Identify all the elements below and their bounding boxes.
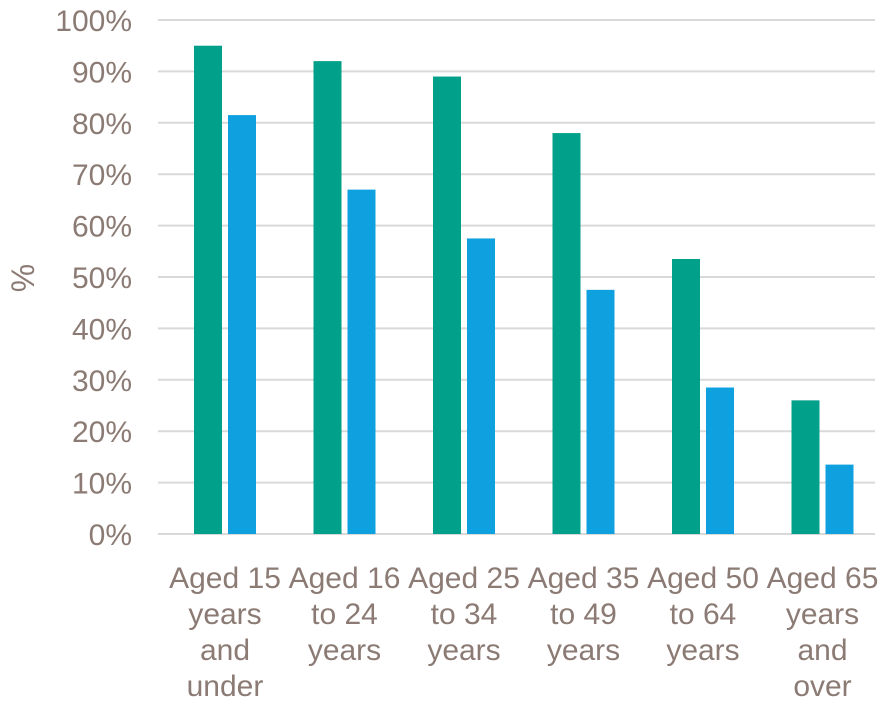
x-category-label-line: over (793, 670, 851, 701)
bar-series-2 (825, 464, 854, 534)
x-category-label-line: years (427, 634, 500, 667)
x-category-label-line: years (308, 634, 381, 667)
bar-series-2 (228, 115, 256, 534)
bar-series-1 (313, 61, 342, 535)
y-tick-label: 80% (72, 108, 132, 141)
x-category-label: Aged 25 to 34 years (408, 562, 520, 667)
bar-series-2 (347, 189, 376, 534)
bar-series-2 (706, 387, 734, 534)
y-tick-label: 10% (72, 468, 132, 501)
x-category-label-line: years (547, 634, 620, 667)
x-category-label: Aged 65 years and over (767, 562, 879, 701)
y-axis-ticks: 0% 10% 20% 30% 40% 50% 60% 70% 80% 90% 100% (55, 5, 132, 552)
x-category-label-line: under (187, 670, 264, 701)
y-tick-label: 70% (72, 159, 132, 192)
x-category-label-line: Aged 15 (169, 562, 281, 595)
bar-series-1 (791, 400, 820, 534)
y-tick-label: 0% (89, 519, 132, 552)
y-tick-label: 100% (55, 5, 132, 38)
x-category-label-line: to 34 (431, 598, 498, 631)
x-category-label-line: to 64 (670, 598, 737, 631)
x-category-label: Aged 50 to 64 years (647, 562, 759, 667)
bar-series-1 (194, 45, 222, 534)
x-category-label-line: and (797, 634, 847, 667)
bar-series-1 (433, 76, 461, 534)
x-category-label-line: to 24 (311, 598, 378, 631)
y-tick-label: 30% (72, 365, 132, 398)
x-category-label-line: Aged 25 (408, 562, 520, 595)
x-category-label-line: Aged 65 (767, 562, 879, 595)
bar-series-1 (552, 133, 581, 534)
x-category-label-line: years (786, 598, 859, 631)
x-category-label: Aged 16 to 24 years (289, 562, 401, 667)
y-tick-label: 60% (72, 211, 132, 244)
x-category-label-line: Aged 50 (647, 562, 759, 595)
x-category-label-line: Aged 16 (289, 562, 401, 595)
bar-series-1 (672, 259, 700, 534)
y-tick-label: 50% (72, 262, 132, 295)
y-tick-label: 40% (72, 313, 132, 346)
x-category-label-line: Aged 35 (528, 562, 640, 595)
y-axis-label: % (5, 264, 41, 292)
gridlines (158, 19, 875, 535)
y-tick-label: 20% (72, 416, 132, 449)
x-category-label-line: years (666, 634, 739, 667)
x-category-label-line: to 49 (550, 598, 617, 631)
bar-series-2 (467, 238, 495, 534)
x-category-label-line: years (188, 598, 261, 631)
y-tick-label: 90% (72, 56, 132, 89)
x-category-label-line: and (200, 634, 250, 667)
x-category-label: Aged 15 years and under (169, 562, 281, 701)
bars (194, 45, 854, 535)
bar-series-2 (586, 289, 615, 534)
x-category-label: Aged 35 to 49 years (528, 562, 640, 667)
